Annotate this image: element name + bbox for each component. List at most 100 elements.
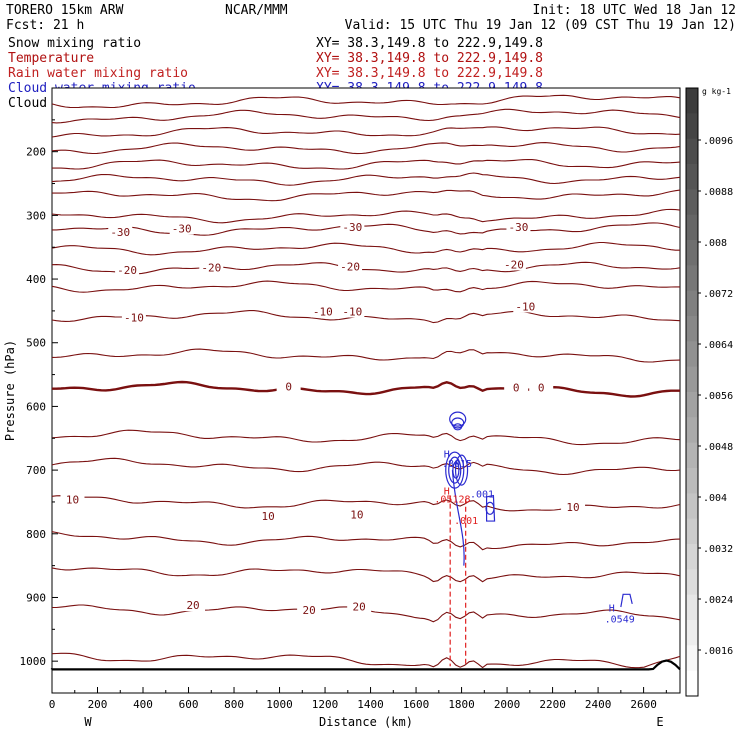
- colorbar-label-5: .0056: [703, 391, 733, 402]
- cloud-annotation-3: H: [609, 603, 615, 614]
- colorbar-cell-2: [686, 138, 698, 165]
- cloud-contour-east-inner: [485, 501, 495, 515]
- cloud-contour-mid-1: [448, 456, 462, 484]
- end-label-east: E: [656, 715, 663, 729]
- y-tick-label-8: 1000: [20, 655, 47, 668]
- colorbar-cell-12: [686, 392, 698, 418]
- isotherm-16: [51, 457, 681, 476]
- y-tick-label-5: 700: [26, 464, 46, 477]
- isotherm-11: [51, 280, 680, 293]
- colorbar-label-8: .0032: [703, 544, 733, 555]
- header-center: NCAR/MMM: [225, 3, 288, 18]
- contour-label-bg-17: [344, 508, 369, 521]
- colorbar-cell-16: [686, 493, 698, 520]
- end-label-west: W: [84, 715, 92, 729]
- contour-label-1: -30: [172, 223, 192, 236]
- contour-label-12: 0: [285, 381, 292, 394]
- isotherm-8: [52, 222, 681, 236]
- isotherm-7: [51, 208, 681, 224]
- field-xy-1: XY= 38.3,149.8 to 222.9,149.8: [316, 51, 543, 66]
- contour-label-0: -30: [110, 226, 130, 239]
- colorbar-cell-13: [686, 417, 698, 444]
- contour-label-7: -20: [504, 258, 524, 271]
- contour-label-bg-11: [513, 300, 538, 313]
- colorbar-cell-11: [686, 366, 698, 393]
- header-init: Init: 18 UTC Wed 18 Jan 12: [533, 3, 737, 18]
- cloud-contour-tail: [451, 470, 465, 566]
- contour-label-3: -30: [509, 221, 529, 234]
- colorbar-label-2: .008: [703, 238, 727, 249]
- ground-line: [50, 659, 681, 671]
- colorbar-label-10: .0016: [703, 646, 733, 657]
- y-axis-title: Pressure (hPa): [3, 340, 17, 441]
- contour-label-14: 0: [538, 381, 545, 394]
- contour-label-13: 0: [513, 381, 520, 394]
- field-xy-0: XY= 38.3,149.8 to 222.9,149.8: [316, 36, 543, 51]
- x-axis-title: Distance (km): [319, 715, 413, 729]
- x-tick-label-3: 600: [179, 698, 199, 711]
- x-tick-label-0: 0: [49, 698, 56, 711]
- isotherm-4: [51, 158, 681, 170]
- contour-label-bg-2: [340, 220, 365, 233]
- contour-label-2: -30: [342, 221, 362, 234]
- colorbar-label-4: .0064: [703, 340, 733, 351]
- contour-label-bg-18: [561, 501, 586, 514]
- contour-label-bg-10: [340, 305, 365, 318]
- field-name-2: Rain water mixing ratio: [8, 66, 188, 81]
- contour-label-bg-3: [506, 220, 531, 233]
- contour-label-bg-6: [338, 260, 363, 273]
- contour-label-21: 20: [353, 600, 366, 613]
- contour-label-19: 20: [186, 599, 199, 612]
- isotherm-0: [51, 94, 681, 109]
- x-tick-label-6: 1200: [312, 698, 339, 711]
- contour-label-10: -10: [342, 306, 362, 319]
- x-tick-label-12: 2400: [585, 698, 612, 711]
- isotherm-15: [51, 429, 681, 446]
- contour-label-11: -10: [515, 300, 535, 313]
- colorbar-cell-14: [686, 442, 698, 469]
- colorbar-cell-23: [686, 670, 698, 697]
- cloud-contour-far-east: [620, 593, 633, 608]
- contour-label-5: -20: [201, 262, 221, 275]
- y-tick-label-4: 600: [26, 400, 46, 413]
- x-tick-label-1: 200: [88, 698, 108, 711]
- colorbar-cell-4: [686, 189, 698, 216]
- x-tick-label-9: 1800: [448, 698, 475, 711]
- rain-annotation-0: H: [444, 486, 450, 497]
- contour-label-bg-7: [501, 258, 526, 271]
- contour-label-bg-19: [181, 599, 206, 612]
- isotherm-5: [51, 172, 681, 186]
- contour-label-bg-13: [504, 381, 529, 394]
- contour-label-16: 10: [262, 510, 275, 523]
- y-tick-label-6: 800: [26, 528, 46, 541]
- cloud-contour-top-1: [451, 417, 465, 429]
- contour-label-bg-8: [121, 311, 146, 324]
- header-fcst: Fcst: 21 h: [6, 18, 84, 33]
- isotherm-14: [52, 380, 680, 398]
- isotherm-3: [51, 142, 681, 155]
- colorbar-cell-1: [686, 113, 698, 140]
- contour-label-bg-4: [115, 264, 140, 277]
- isotherm-6: [52, 189, 681, 202]
- isotherm-19: [51, 567, 681, 583]
- cloud-contour-top-0: [449, 411, 467, 427]
- contour-label-17: 10: [350, 509, 363, 522]
- contour-label-20: 20: [302, 604, 315, 617]
- colorbar-cell-10: [686, 341, 698, 368]
- field-name-1: Temperature: [8, 51, 94, 66]
- y-tick-label-0: 200: [26, 146, 46, 159]
- colorbar-cell-5: [686, 214, 698, 241]
- colorbar-label-9: .0024: [703, 595, 733, 606]
- colorbar-cell-7: [686, 265, 698, 292]
- colorbar-cell-19: [686, 569, 698, 596]
- contour-label-4: -20: [117, 264, 137, 277]
- contour-label-8: -10: [124, 311, 144, 324]
- cloud-contour-mid-3: [454, 454, 469, 486]
- y-tick-label-7: 900: [26, 591, 46, 604]
- colorbar-frame: [685, 87, 699, 697]
- contour-label-bg-1: [169, 222, 194, 235]
- colorbar-label-6: .0048: [703, 442, 733, 453]
- colorbar-cell-20: [686, 594, 698, 621]
- contour-label-bg-16: [256, 509, 281, 522]
